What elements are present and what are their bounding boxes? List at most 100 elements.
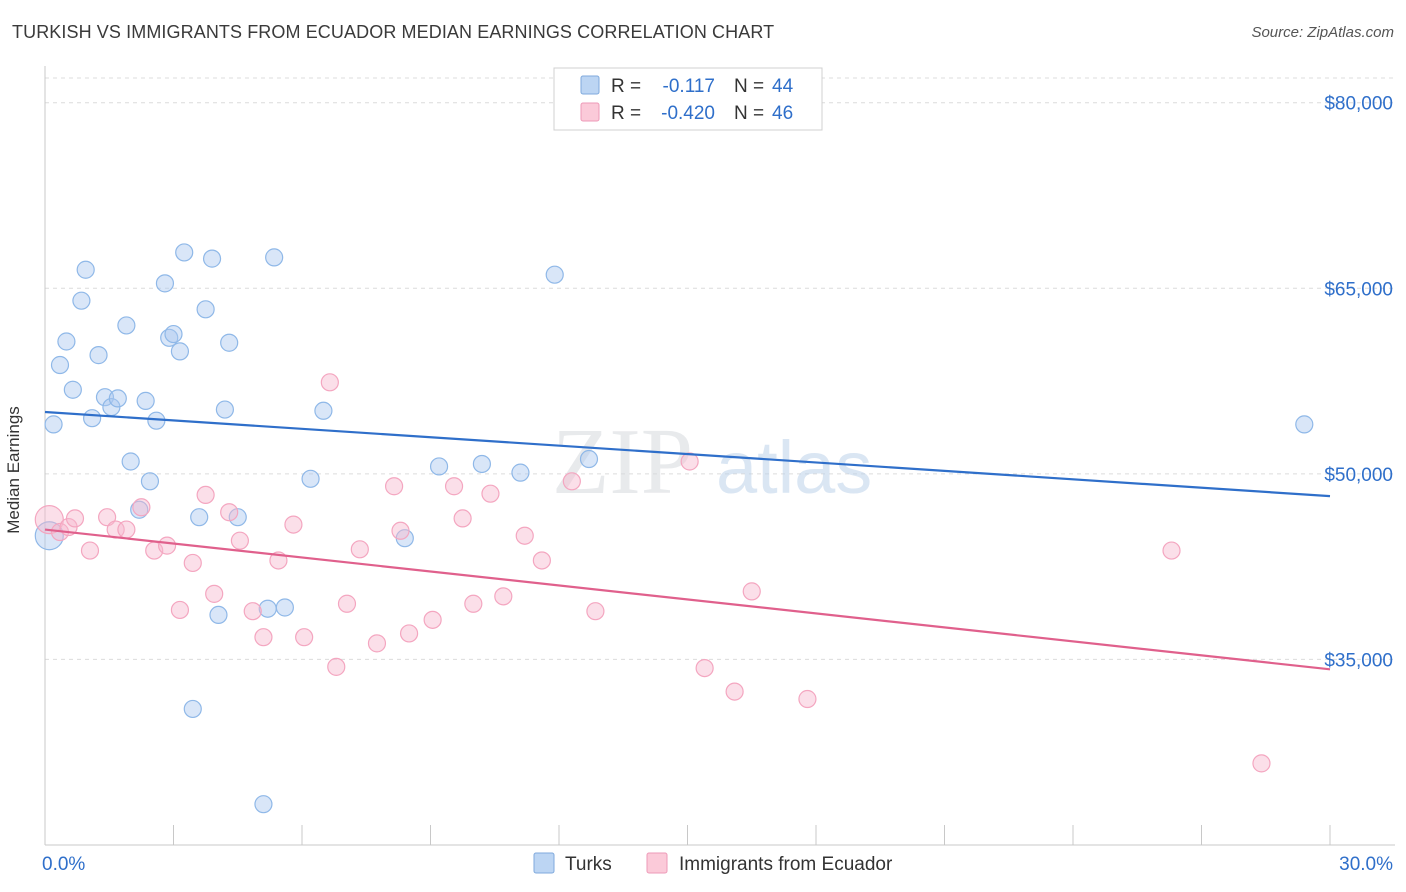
point-ecuador	[65, 509, 85, 528]
point-ecuador	[562, 472, 581, 491]
point-turks	[164, 324, 183, 344]
point-ecuador	[391, 521, 410, 540]
stats-r-value-1: -0.117	[663, 76, 715, 97]
point-ecuador	[196, 485, 215, 505]
stats-r-label-2: R =	[611, 103, 641, 124]
x-tick-label-start: 0.0%	[42, 854, 85, 875]
trend-lines	[44, 410, 1331, 671]
point-ecuador	[170, 600, 190, 620]
point-turks	[183, 699, 202, 719]
point-turks	[121, 452, 140, 471]
point-turks	[57, 332, 76, 351]
point-turks	[190, 508, 209, 527]
point-turks	[155, 274, 175, 293]
point-turks	[258, 599, 277, 618]
point-ecuador	[230, 531, 249, 550]
point-ecuador	[586, 602, 605, 621]
point-turks	[215, 400, 234, 419]
point-ecuador	[205, 584, 224, 603]
point-ecuador	[220, 503, 239, 522]
point-turks	[472, 454, 491, 474]
stats-swatch-turks	[580, 75, 600, 95]
point-ecuador	[34, 505, 64, 535]
point-ecuador	[453, 509, 472, 528]
stats-n-value-1: 44	[772, 76, 794, 97]
point-turks	[95, 388, 115, 407]
point-turks	[108, 389, 127, 408]
point-turks	[136, 391, 155, 410]
point-ecuador	[367, 634, 387, 653]
point-ecuador	[1162, 541, 1181, 560]
point-turks	[44, 415, 63, 434]
point-ecuador	[157, 536, 177, 555]
point-ecuador	[98, 508, 117, 527]
point-turks	[117, 316, 136, 335]
point-ecuador	[532, 551, 551, 570]
point-turks	[63, 380, 82, 399]
watermark-atlas: atlas	[716, 426, 872, 509]
legend-label-turks: Turks	[565, 854, 612, 875]
point-turks	[209, 605, 228, 625]
trend-line-turks	[44, 410, 1331, 498]
point-ecuador	[742, 582, 761, 601]
point-turks	[228, 508, 247, 527]
point-turks	[76, 260, 95, 279]
point-turks	[220, 333, 239, 352]
point-turks	[175, 243, 194, 262]
point-turks	[545, 265, 564, 284]
point-ecuador	[423, 610, 442, 629]
y-tick-label: $80,000	[1324, 94, 1393, 115]
series-legend: Turks Immigrants from Ecuador	[533, 852, 893, 875]
grid-lines	[45, 77, 1395, 660]
point-turks	[301, 469, 320, 488]
legend-swatch-ecuador	[646, 852, 668, 874]
point-ecuador	[1252, 754, 1271, 773]
point-turks	[140, 472, 160, 491]
stats-legend: R = -0.117 N = 44 R = -0.420 N = 46	[553, 67, 823, 131]
point-ecuador	[798, 689, 817, 709]
point-turks	[314, 401, 333, 420]
chart-title: TURKISH VS IMMIGRANTS FROM ECUADOR MEDIA…	[12, 22, 775, 42]
point-ecuador	[384, 477, 404, 496]
stats-r-label-1: R =	[611, 76, 641, 97]
y-tick-labels: $80,000 $65,000 $50,000 $35,000	[1324, 94, 1393, 672]
point-ecuador	[337, 594, 357, 613]
legend-label-ecuador: Immigrants from Ecuador	[679, 854, 893, 875]
point-turks	[265, 248, 284, 267]
point-turks	[50, 355, 70, 375]
point-ecuador	[725, 682, 744, 701]
point-turks	[254, 795, 273, 814]
stats-swatch-ecuador	[580, 102, 600, 122]
point-turks	[511, 463, 530, 482]
point-ecuador	[80, 541, 100, 560]
point-ecuador	[399, 624, 419, 643]
point-ecuador	[695, 658, 714, 678]
point-turks	[170, 342, 190, 361]
point-ecuador	[481, 484, 500, 503]
point-turks	[72, 291, 91, 310]
point-ecuador	[327, 657, 346, 676]
point-ecuador	[117, 520, 136, 539]
point-turks	[1295, 415, 1314, 434]
y-tick-label: $65,000	[1324, 279, 1393, 300]
point-ecuador	[183, 553, 202, 573]
point-turks	[89, 346, 108, 365]
point-ecuador	[464, 594, 483, 613]
axes	[44, 66, 1395, 846]
stats-n-value-2: 46	[772, 103, 793, 124]
point-ecuador	[243, 602, 262, 621]
point-ecuador	[254, 628, 273, 647]
point-turks	[196, 300, 215, 319]
stats-r-value-2: -0.420	[661, 103, 715, 124]
watermark: ZIP atlas	[552, 410, 872, 514]
x-tick-label-end: 30.0%	[1339, 854, 1393, 875]
point-turks	[579, 449, 599, 469]
point-turks	[275, 598, 294, 617]
point-ecuador	[680, 452, 699, 471]
point-turks	[130, 500, 149, 519]
point-ecuador	[515, 526, 534, 545]
y-tick-label: $35,000	[1324, 650, 1393, 671]
point-turks	[429, 457, 449, 476]
source-label: Source: ZipAtlas.com	[1251, 24, 1394, 41]
